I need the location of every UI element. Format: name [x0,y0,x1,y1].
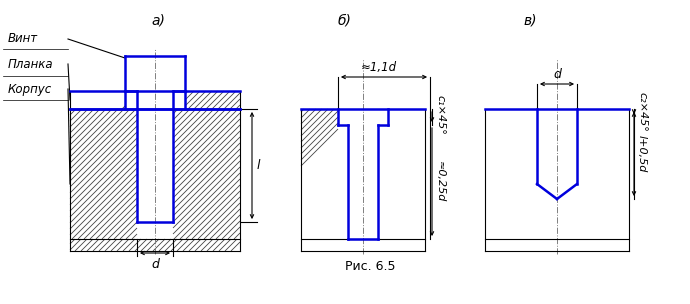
Text: d: d [151,258,159,271]
Text: Корпус: Корпус [8,82,52,95]
Bar [378,125,388,239]
Bar [173,109,240,239]
Bar [70,109,137,239]
Bar [485,109,537,239]
Text: Планка: Планка [8,57,54,71]
Text: а): а) [151,14,165,28]
Bar [137,222,173,239]
Text: б): б) [338,14,352,28]
Text: Винт: Винт [8,33,38,46]
Text: l: l [257,159,261,172]
Text: ≈1,1d: ≈1,1d [361,61,397,74]
Text: c₂×45°: c₂×45° [637,92,647,132]
Bar [577,109,629,239]
Bar [338,125,348,239]
Bar [70,239,240,251]
Bar [70,91,125,109]
Bar [388,109,425,239]
Bar [301,109,338,239]
Text: в): в) [523,14,537,28]
Text: Рис. 6.5: Рис. 6.5 [345,260,395,272]
Text: c₁×45°: c₁×45° [435,95,445,135]
Text: l+0,5d: l+0,5d [637,135,647,173]
Bar [301,239,425,251]
Bar [185,91,240,109]
Bar [485,239,629,251]
Text: ≈0,25d: ≈0,25d [435,161,445,203]
Text: d: d [553,68,561,81]
